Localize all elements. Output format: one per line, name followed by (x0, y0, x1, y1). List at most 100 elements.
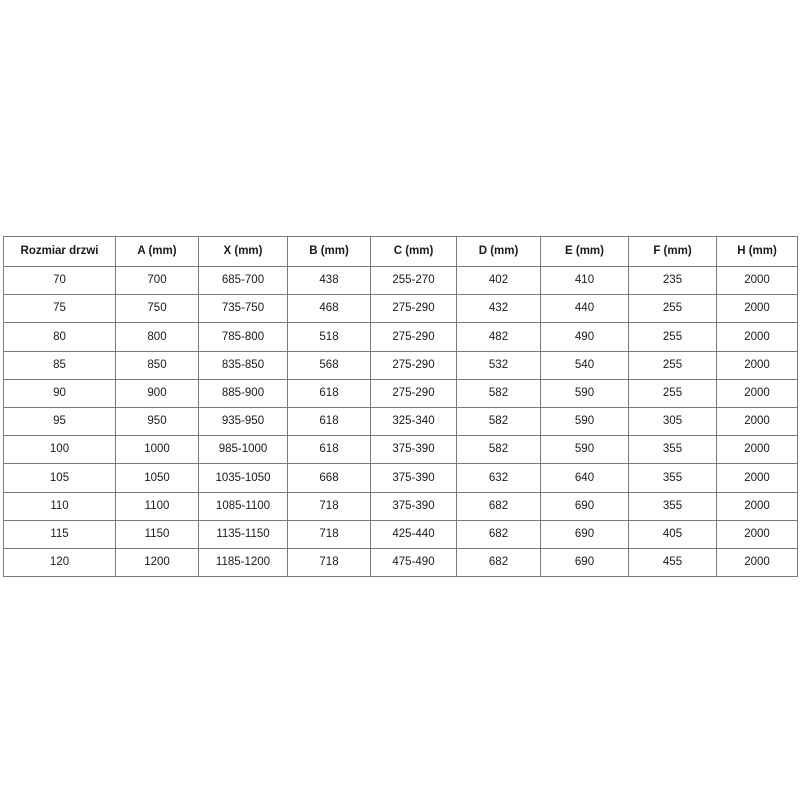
cell-e: 590 (540, 378, 629, 408)
table-row: 115 1150 1135-1150 718 425-440 682 690 405 2000 (3, 519, 798, 549)
cell-x: 685-700 (198, 265, 288, 296)
cell-e: 490 (540, 322, 629, 352)
cell-h: 2000 (716, 378, 798, 408)
cell-a: 1150 (115, 519, 199, 549)
cell-size: 110 (3, 491, 116, 521)
cell-x: 985-1000 (198, 435, 288, 465)
table-row: 85 850 835-850 568 275-290 532 540 255 2000 (3, 350, 798, 380)
cell-f: 255 (628, 294, 717, 324)
table-body: 70 700 685-700 438 255-270 402 410 235 2000 75 750… (3, 265, 798, 578)
cell-f: 255 (628, 350, 717, 380)
cell-e: 440 (540, 294, 629, 324)
cell-c: 275-290 (370, 294, 457, 324)
cell-d: 582 (456, 378, 541, 408)
cell-c: 425-440 (370, 519, 457, 549)
column-header-h: H (mm) (716, 236, 798, 267)
column-header-b: B (mm) (287, 236, 371, 267)
cell-a: 1050 (115, 463, 199, 493)
cell-h: 2000 (716, 322, 798, 352)
column-header-e: E (mm) (540, 236, 629, 267)
cell-d: 582 (456, 435, 541, 465)
cell-h: 2000 (716, 294, 798, 324)
cell-a: 950 (115, 406, 199, 437)
cell-x: 1085-1100 (198, 491, 288, 521)
cell-c: 255-270 (370, 265, 457, 296)
cell-b: 668 (287, 463, 371, 493)
column-header-a: A (mm) (115, 236, 199, 267)
cell-c: 475-490 (370, 547, 457, 578)
cell-d: 402 (456, 265, 541, 296)
cell-size: 90 (3, 378, 116, 408)
column-header-f: F (mm) (628, 236, 717, 267)
cell-a: 800 (115, 322, 199, 352)
cell-a: 1100 (115, 491, 199, 521)
cell-d: 532 (456, 350, 541, 380)
cell-size: 80 (3, 322, 116, 352)
cell-h: 2000 (716, 463, 798, 493)
cell-c: 275-290 (370, 322, 457, 352)
cell-h: 2000 (716, 350, 798, 380)
cell-c: 275-290 (370, 350, 457, 380)
cell-f: 235 (628, 265, 717, 296)
cell-d: 682 (456, 547, 541, 578)
cell-e: 540 (540, 350, 629, 380)
cell-b: 618 (287, 378, 371, 408)
table-header: Rozmiar drzwi A (mm) X (mm) B (mm) C (mm… (3, 236, 798, 267)
cell-a: 700 (115, 265, 199, 296)
cell-a: 850 (115, 350, 199, 380)
table-row: 70 700 685-700 438 255-270 402 410 235 2000 (3, 265, 798, 296)
cell-f: 405 (628, 519, 717, 549)
cell-h: 2000 (716, 491, 798, 521)
cell-size: 115 (3, 519, 116, 549)
cell-size: 70 (3, 265, 116, 296)
cell-d: 682 (456, 491, 541, 521)
cell-x: 1035-1050 (198, 463, 288, 493)
table-row: 95 950 935-950 618 325-340 582 590 305 2000 (3, 406, 798, 437)
cell-d: 582 (456, 406, 541, 437)
cell-b: 618 (287, 435, 371, 465)
cell-f: 255 (628, 322, 717, 352)
cell-a: 1000 (115, 435, 199, 465)
cell-b: 618 (287, 406, 371, 437)
column-header-d: D (mm) (456, 236, 541, 267)
cell-size: 75 (3, 294, 116, 324)
cell-d: 682 (456, 519, 541, 549)
cell-f: 355 (628, 463, 717, 493)
cell-b: 568 (287, 350, 371, 380)
cell-h: 2000 (716, 435, 798, 465)
cell-x: 1185-1200 (198, 547, 288, 578)
cell-d: 482 (456, 322, 541, 352)
cell-e: 410 (540, 265, 629, 296)
cell-f: 355 (628, 491, 717, 521)
cell-h: 2000 (716, 406, 798, 437)
cell-x: 1135-1150 (198, 519, 288, 549)
cell-h: 2000 (716, 547, 798, 578)
cell-e: 590 (540, 406, 629, 437)
column-header-size: Rozmiar drzwi (3, 236, 116, 267)
door-size-spec-table: Rozmiar drzwi A (mm) X (mm) B (mm) C (mm… (3, 236, 798, 578)
table-row: 80 800 785-800 518 275-290 482 490 255 2000 (3, 322, 798, 352)
cell-f: 305 (628, 406, 717, 437)
column-header-x: X (mm) (198, 236, 288, 267)
cell-b: 438 (287, 265, 371, 296)
cell-f: 455 (628, 547, 717, 578)
cell-c: 375-390 (370, 435, 457, 465)
table-row: 105 1050 1035-1050 668 375-390 632 640 355 2000 (3, 463, 798, 493)
cell-x: 785-800 (198, 322, 288, 352)
table-row: 75 750 735-750 468 275-290 432 440 255 2000 (3, 294, 798, 324)
spec-table-container: Rozmiar drzwi A (mm) X (mm) B (mm) C (mm… (3, 236, 798, 578)
cell-b: 718 (287, 547, 371, 578)
cell-c: 325-340 (370, 406, 457, 437)
cell-h: 2000 (716, 519, 798, 549)
cell-size: 120 (3, 547, 116, 578)
cell-d: 632 (456, 463, 541, 493)
cell-size: 105 (3, 463, 116, 493)
cell-a: 750 (115, 294, 199, 324)
cell-f: 355 (628, 435, 717, 465)
cell-f: 255 (628, 378, 717, 408)
cell-c: 375-390 (370, 463, 457, 493)
cell-h: 2000 (716, 265, 798, 296)
cell-e: 690 (540, 519, 629, 549)
cell-a: 900 (115, 378, 199, 408)
